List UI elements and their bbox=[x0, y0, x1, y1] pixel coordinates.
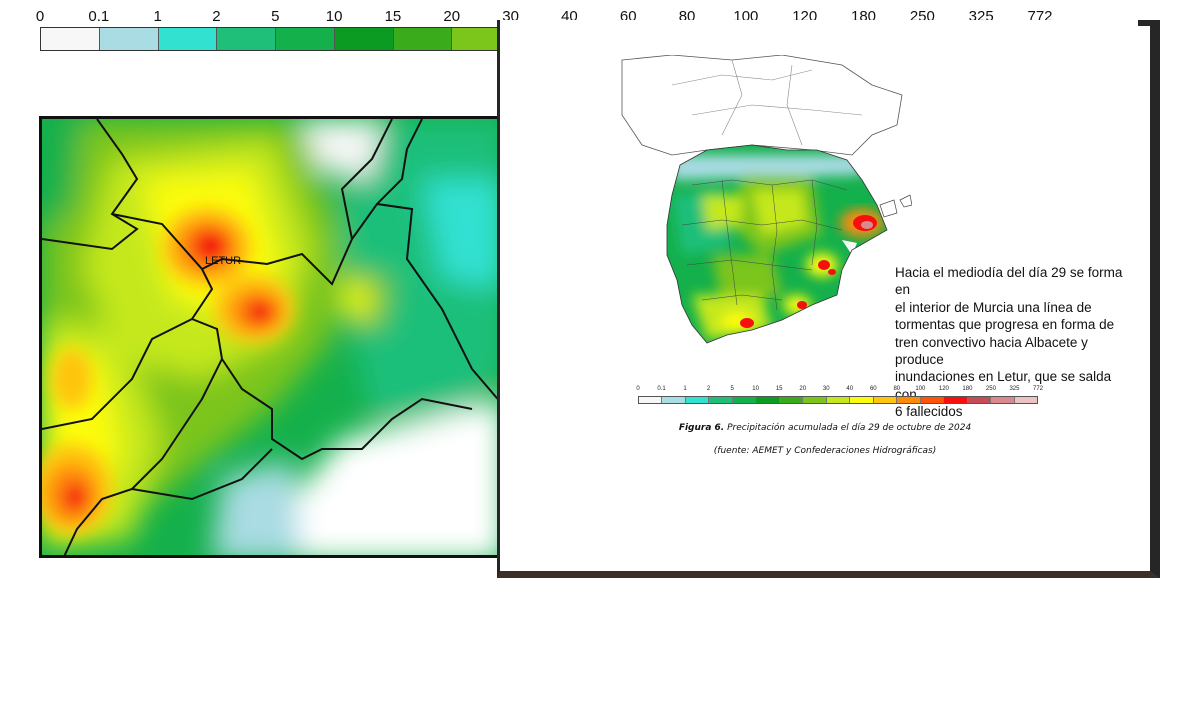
mini-legend-swatch bbox=[709, 397, 733, 403]
mini-legend-swatch bbox=[873, 397, 898, 403]
mini-legend-swatch bbox=[803, 397, 827, 403]
legend-swatch bbox=[334, 28, 394, 50]
legend-tick: 2 bbox=[212, 8, 221, 25]
caption-line: produce bbox=[895, 352, 944, 368]
panel-frame-cap bbox=[1138, 20, 1160, 26]
mini-legend-tick: 1 bbox=[683, 386, 687, 392]
legend-tick: 20 bbox=[443, 8, 461, 25]
letur-zoom-map: LETUR bbox=[39, 116, 502, 558]
legend-swatch bbox=[41, 28, 100, 50]
mini-legend-tick: 772 bbox=[1032, 386, 1044, 392]
legend-tick: 1 bbox=[153, 8, 162, 25]
mini-legend-tick: 5 bbox=[730, 386, 734, 392]
mini-legend-swatch bbox=[826, 397, 851, 403]
mini-legend-tick: 20 bbox=[799, 386, 807, 392]
figure-description: Hacia el mediodía del día 29 se forma en… bbox=[895, 264, 1135, 421]
mini-legend-tick: 40 bbox=[846, 386, 854, 392]
legend-tick: 5 bbox=[271, 8, 280, 25]
mini-legend-swatch bbox=[944, 397, 968, 403]
mini-precipitation-legend: 0 0.1 1 2 5 10 15 20 30 40 60 80 100 120 180 250 325 772 bbox=[636, 386, 1044, 408]
mini-legend-tick: 100 bbox=[915, 386, 926, 392]
legend-tick: 0 bbox=[35, 8, 45, 25]
mini-legend-tick: 0.1 bbox=[657, 386, 666, 392]
legend-tick: 10 bbox=[325, 8, 343, 25]
mini-legend-color-bar bbox=[638, 396, 1038, 404]
mini-legend-swatch bbox=[991, 397, 1015, 403]
mini-legend-swatch bbox=[897, 397, 921, 403]
caption-line: 6 fallecidos bbox=[895, 404, 963, 420]
mini-legend-swatch bbox=[756, 397, 780, 403]
spain-map-graphic bbox=[621, 55, 912, 344]
legend-swatch bbox=[217, 28, 277, 50]
figure-title: Precipitación acumulada el día 29 de oct… bbox=[727, 423, 972, 433]
mini-legend-swatch bbox=[967, 397, 992, 403]
legend-swatch bbox=[99, 28, 159, 50]
mini-legend-tick: 2 bbox=[706, 386, 711, 392]
mini-legend-tick: 0 bbox=[636, 386, 640, 392]
legend-tick: 15 bbox=[384, 8, 402, 25]
caption-line: tormentas que progresa en forma de bbox=[895, 317, 1115, 333]
mini-legend-tick: 180 bbox=[962, 386, 973, 392]
mini-legend-tick: 325 bbox=[1009, 386, 1020, 392]
mini-legend-swatch bbox=[732, 397, 757, 403]
mini-legend-swatch bbox=[639, 397, 663, 403]
mini-legend-swatch bbox=[920, 397, 945, 403]
mini-legend-tick: 15 bbox=[775, 386, 783, 392]
mini-legend-swatch bbox=[779, 397, 804, 403]
letur-label: LETUR bbox=[205, 255, 242, 267]
caption-line: Hacia el mediodía del día 29 se forma en bbox=[895, 265, 1123, 298]
caption-line: el interior de Murcia una línea de bbox=[895, 299, 1092, 315]
mini-legend-tick: 250 bbox=[985, 386, 996, 392]
mini-legend-tick: 60 bbox=[869, 386, 877, 392]
mini-legend-swatch bbox=[1014, 397, 1037, 403]
zoom-precipitation-field bbox=[42, 119, 499, 555]
mini-legend-tick: 30 bbox=[822, 386, 830, 392]
spain-precipitation-map bbox=[612, 55, 912, 360]
mini-legend-swatch bbox=[662, 397, 686, 403]
caption-line: tren convectivo hacia Albacete y bbox=[895, 334, 1088, 350]
mini-legend-tick: 10 bbox=[752, 386, 759, 392]
mini-legend-tick: 120 bbox=[938, 386, 949, 392]
mini-legend-tick: 80 bbox=[893, 386, 901, 392]
legend-tick: 0.1 bbox=[88, 8, 110, 25]
figure-label: Figura 6. bbox=[678, 423, 725, 433]
legend-swatch bbox=[158, 28, 218, 50]
figure-caption: Figura 6. Precipitación acumulada el día… bbox=[620, 423, 1030, 433]
legend-swatch bbox=[276, 28, 335, 50]
mini-legend-swatch bbox=[685, 397, 710, 403]
legend-swatch bbox=[393, 28, 453, 50]
figure-source: (fuente: AEMET y Confederaciones Hidrogr… bbox=[713, 446, 937, 456]
mini-legend-swatch bbox=[850, 397, 874, 403]
